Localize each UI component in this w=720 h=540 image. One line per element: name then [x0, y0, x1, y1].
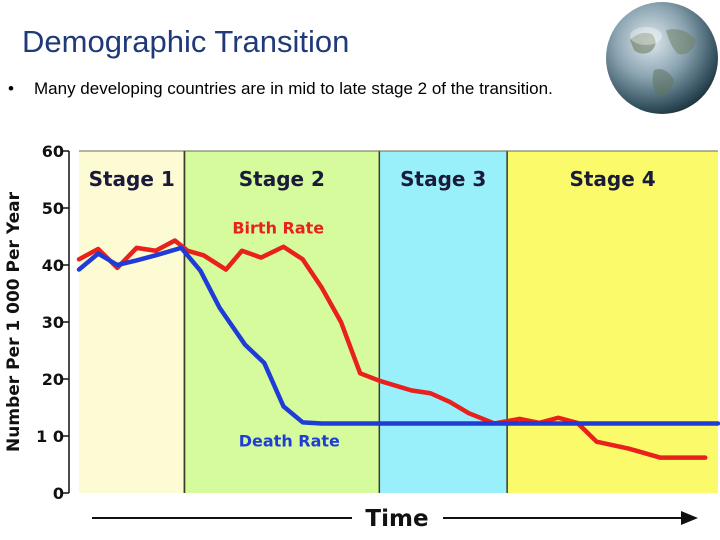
stage-1-label: Stage 1 — [89, 167, 175, 191]
y-tick-label: 50 — [42, 199, 64, 218]
arrow-head-icon — [681, 511, 698, 525]
stage-3-label: Stage 3 — [400, 167, 486, 191]
y-tick-label: 30 — [42, 313, 64, 332]
x-axis-label: Time — [365, 506, 428, 532]
bullet-marker: • — [8, 79, 14, 98]
death-rate-line — [76, 245, 720, 426]
y-tick-label: 1 0 — [36, 427, 64, 446]
stage-2-band — [184, 151, 380, 493]
stage-4-band — [507, 151, 718, 493]
slide-title: Demographic Transition — [22, 24, 350, 59]
y-tick-label: 60 — [42, 142, 64, 161]
stage-2-label: Stage 2 — [239, 167, 325, 191]
bullet-text: Many developing countries are in mid to … — [34, 79, 553, 98]
death-rate-label: Death Rate — [239, 431, 340, 450]
y-tick-label: 20 — [42, 370, 64, 389]
stage-4-label: Stage 4 — [569, 167, 655, 191]
y-axis-label: Number Per 1 000 Per Year — [4, 191, 24, 452]
y-tick-label: 40 — [42, 256, 64, 275]
stage-3-band — [379, 151, 508, 493]
demographic-transition-chart: Stage 1 Stage 2 Stage 3 Stage 4 0 1 0 20 30 40 50… — [4, 142, 720, 532]
birth-rate-label: Birth Rate — [232, 219, 324, 238]
stage-1-band — [79, 151, 185, 493]
globe-icon — [606, 2, 718, 114]
y-tick-label: 0 — [53, 484, 64, 503]
